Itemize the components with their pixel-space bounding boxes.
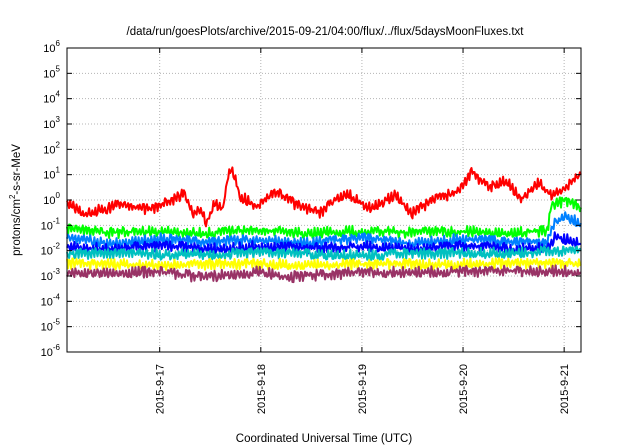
y-tick-label: 10-4	[41, 292, 61, 308]
y-tick-label: 102	[43, 140, 60, 156]
y-axis-label: protons/cm2-s-sr-MeV	[8, 144, 23, 256]
y-tick-label: 10-5	[41, 318, 61, 334]
series-line-4	[66, 231, 582, 256]
y-tick-label: 10-3	[41, 267, 61, 283]
x-tick-label: 2015-9-19	[357, 364, 369, 414]
x-axis: 2015-9-17 2015-9-18 2015-9-19 2015-9-20 2015…	[155, 48, 571, 414]
plot-frame	[66, 47, 582, 353]
series-line-3	[66, 211, 582, 250]
chart-title: /data/run/goesPlots/archive/2015-09-21/0…	[127, 26, 525, 38]
series-line-5	[66, 245, 582, 261]
y-tick-label: 10-2	[41, 242, 61, 258]
series-line-6	[66, 257, 582, 271]
x-tick-label: 2015-9-20	[458, 364, 470, 414]
y-axis: 10-6 10-5 10-4 10-3 10-2 10-1 100 101 102 103 104 1…	[41, 39, 581, 359]
y-axis-label-superscript: 2	[8, 194, 17, 199]
x-tick-label: 2015-9-17	[155, 364, 167, 414]
x-tick-label: 2015-9-18	[256, 364, 268, 414]
series-line-1	[66, 166, 582, 228]
x-axis-label: Coordinated Universal Time (UTC)	[236, 433, 413, 445]
series-group	[66, 166, 582, 284]
series-line-7	[66, 264, 582, 284]
y-tick-label: 101	[43, 166, 60, 182]
y-tick-label: 100	[43, 191, 60, 207]
y-tick-label: 103	[43, 115, 60, 131]
y-tick-label: 10-1	[41, 216, 61, 232]
grid	[67, 48, 581, 352]
y-tick-label: 104	[43, 90, 60, 106]
x-tick-label: 2015-9-21	[559, 364, 571, 414]
y-tick-label: 105	[43, 64, 60, 80]
series-line-2	[66, 196, 582, 240]
y-tick-label: 10-6	[41, 343, 61, 359]
y-axis-label-prefix: protons/cm	[11, 199, 23, 256]
y-tick-label: 106	[43, 39, 60, 55]
y-axis-label-suffix: -s-sr-MeV	[11, 144, 23, 195]
